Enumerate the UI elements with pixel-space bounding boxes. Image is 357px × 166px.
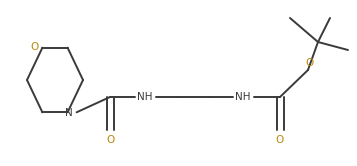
Text: O: O [276, 135, 284, 145]
Text: NH: NH [137, 92, 153, 102]
Text: O: O [106, 135, 114, 145]
Text: N: N [65, 108, 72, 118]
Text: O: O [30, 42, 39, 52]
Text: NH: NH [235, 92, 251, 102]
Text: O: O [306, 58, 314, 68]
